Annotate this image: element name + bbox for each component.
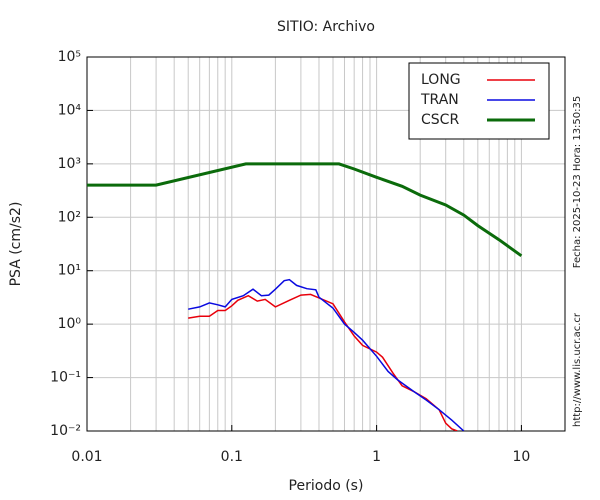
legend-label: LONG [421,72,461,88]
date-stamp: Fecha: 2025-10-23 Hora: 13:50:35 [572,96,583,269]
y-tick-label: 10⁵ [58,49,81,65]
y-tick-label: 10⁻² [50,423,81,439]
url-stamp: http://www.lis.ucr.ac.cr [572,312,583,427]
x-tick-label: 0.01 [71,449,102,465]
x-axis-label: Periodo (s) [289,478,364,494]
legend-label: CSCR [421,112,459,128]
y-tick-label: 10¹ [58,263,81,279]
chart-title: SITIO: Archivo [277,19,375,35]
legend-box [408,62,550,140]
legend-label: TRAN [420,92,459,108]
y-tick-label: 10³ [58,156,81,172]
series-line [87,162,523,258]
y-tick-label: 10² [58,209,81,225]
x-tick-label: 10 [512,449,530,465]
plot-frame [86,56,566,432]
y-axis-label: PSA (cm/s2) [8,202,24,287]
y-tick-label: 10⁰ [58,316,82,332]
series-line [188,278,465,431]
y-tick-label: 10⁴ [58,102,82,118]
series-line [188,293,458,431]
y-tick-label: 10⁻¹ [50,370,81,386]
x-tick-label: 0.1 [221,449,243,465]
x-tick-label: 1 [372,449,381,465]
